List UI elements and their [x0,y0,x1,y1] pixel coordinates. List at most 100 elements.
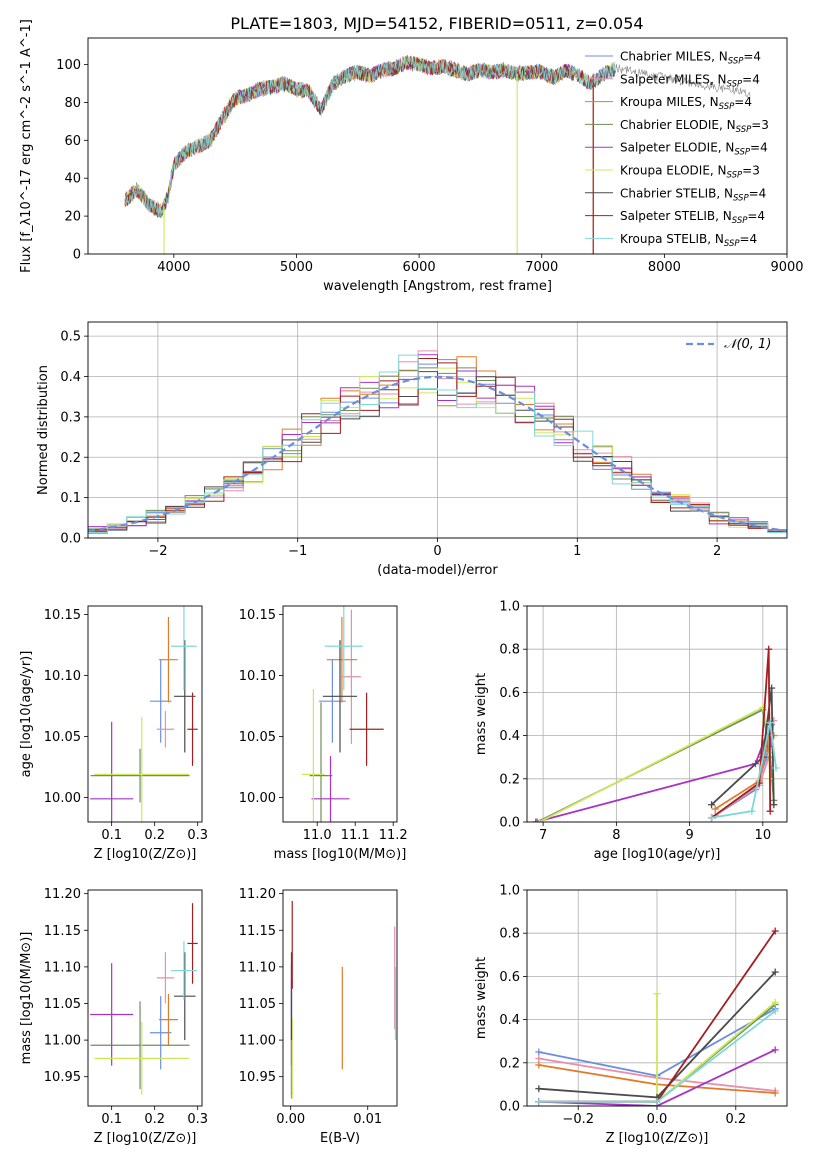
y-axis-label: Normed distribution [36,365,51,495]
weight-lines [535,927,779,1106]
age-vs-mass-panel: 11.0 11.1 11.2 10.00 10.05 10.10 10.15 mass [lo… [239,605,408,862]
legend-label: Chabrier STELIB, NSSP=4 [620,186,766,203]
y-tick-label: 11.20 [239,887,276,902]
axes-frame [282,889,398,1107]
x-tick-label: 7 [539,828,547,843]
weight-line [711,722,777,819]
y-tick-label: 11.20 [44,887,81,902]
y-tick-label: 10.15 [239,608,276,623]
x-tick-label: 2 [713,544,721,559]
y-tick-label: 60 [64,134,81,149]
x-tick-label: −0.2 [562,1112,594,1127]
y-tick-label: 10.00 [239,791,276,806]
y-tick-label: 11.10 [44,960,81,975]
y-tick-label: 0.4 [60,370,81,385]
y-tick-label: 0.4 [499,729,520,744]
figure-title: PLATE=1803, MJD=54152, FIBERID=0511, z=0… [230,14,643,33]
x-tick-label: 0.3 [187,828,208,843]
legend-label: Salpeter STELIB, NSSP=4 [620,209,765,226]
x-tick-label: 9000 [770,260,803,275]
x-tick-label: 8 [612,828,620,843]
y-tick-label: 0.2 [499,772,520,787]
model-spectrum-line [124,56,593,218]
y-axis-label: age [log10(age/yr)] [19,651,34,778]
mass-vs-ebv-panel: 0.00 0.01 10.95 11.00 11.05 11.10 11.15 11.20 E(… [239,887,398,1146]
x-tick-label: 1 [573,544,581,559]
legend-label: Kroupa ELODIE, NSSP=3 [620,164,760,181]
legend-label: Kroupa MILES, NSSP=4 [620,95,752,112]
y-tick-label: 40 [64,172,81,187]
x-axis-label: wavelength [Angstrom, rest frame] [323,279,552,294]
y-tick-label: 0.2 [499,1056,520,1071]
x-tick-label: 9 [685,828,693,843]
y-tick-label: 11.05 [239,997,276,1012]
y-tick-label: 10.05 [239,730,276,745]
errorbars [290,900,397,1099]
y-axis-label: mass weight [474,957,489,1039]
axes-frame [526,889,788,1107]
y-tick-label: 11.00 [44,1034,81,1049]
y-tick-label: 11.15 [239,924,276,939]
errorbars [90,903,198,1096]
x-tick-label: 0.01 [353,1112,382,1127]
y-tick-label: 0.3 [60,410,81,425]
y-tick-label: 0.6 [499,686,520,701]
model-spectrum-line [124,56,616,219]
legend-label: Salpeter ELODIE, NSSP=4 [620,141,768,158]
x-tick-label: −1 [288,544,307,559]
spectrum-lines [124,55,751,254]
y-tick-label: 0.0 [499,1100,520,1115]
histogram-lines [88,350,787,534]
y-tick-label: 0.0 [60,532,81,547]
x-tick-label: 0.2 [725,1112,746,1127]
normal-curve [88,375,787,532]
y-tick-label: 10.10 [239,669,276,684]
y-tick-label: 1.0 [499,600,520,615]
x-tick-label: 0.1 [101,1112,122,1127]
errorbars [90,606,198,822]
errorbars [302,606,384,822]
y-axis-label: mass weight [474,673,489,755]
weight-line [535,724,772,822]
legend-label: Chabrier MILES, NSSP=4 [620,50,761,67]
x-tick-label: 0.3 [187,1112,208,1127]
axes-frame [87,321,788,539]
weight-lines [532,645,780,822]
x-tick-label: 4000 [157,260,190,275]
x-tick-label: 6000 [403,260,436,275]
axes-frame [87,889,203,1107]
axes-frame [87,37,788,255]
x-tick-label: 0.2 [144,828,165,843]
x-axis-label: mass [log10(M/M⊙)] [274,847,407,862]
axes-frame [282,605,398,823]
y-tick-label: 10.95 [239,1070,276,1085]
x-tick-label: 0.2 [144,1112,165,1127]
x-tick-label: 7000 [525,260,558,275]
y-tick-label: 10.10 [44,669,81,684]
x-axis-label: E(B-V) [320,1131,360,1146]
y-tick-label: 20 [64,210,81,225]
x-tick-label: 10 [755,828,772,843]
y-tick-label: 11.00 [239,1034,276,1049]
y-tick-label: 0.2 [60,451,81,466]
y-tick-label: 11.05 [44,997,81,1012]
y-tick-label: 10.15 [44,608,81,623]
y-tick-label: 1.0 [499,884,520,899]
y-tick-label: 0.1 [60,491,81,506]
x-tick-label: −2 [148,544,167,559]
y-tick-label: 10.05 [44,730,81,745]
y-tick-label: 10.95 [44,1070,81,1085]
legend-label: Salpeter MILES, NSSP=4 [620,72,760,89]
y-tick-label: 0.4 [499,1013,520,1028]
x-tick-label: 0.00 [276,1112,305,1127]
x-tick-label: 0.0 [647,1112,668,1127]
model-spectrum-line [124,57,616,217]
axes-frame [87,605,203,823]
y-tick-label: 0 [73,248,81,263]
weight-line [538,1048,776,1106]
legend-label: Kroupa STELIB, NSSP=4 [620,232,757,249]
model-spectrum-line [124,55,616,218]
y-tick-label: 80 [64,96,81,111]
y-tick-label: 0.5 [60,330,81,345]
